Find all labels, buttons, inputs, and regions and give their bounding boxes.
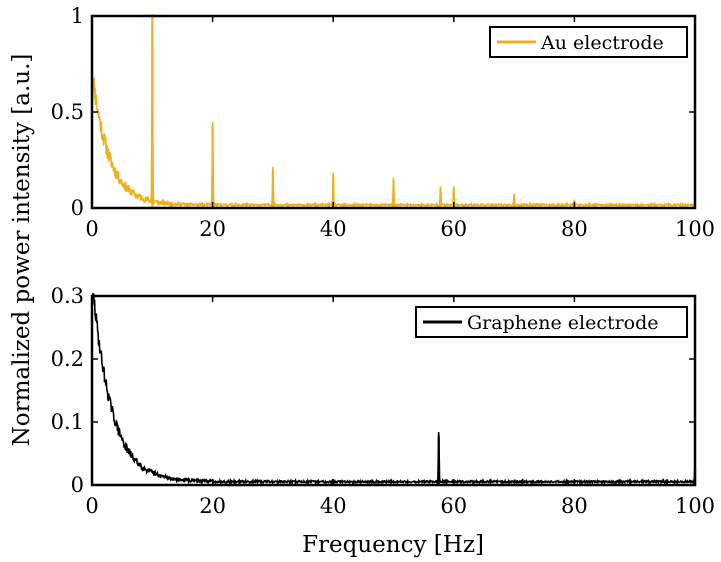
legend: Au electrode — [489, 26, 688, 58]
y-tick-label: 0 — [71, 196, 84, 220]
series-line-graphene — [92, 293, 696, 486]
x-tick-label: 80 — [561, 494, 588, 518]
x-tick-label: 0 — [85, 494, 98, 518]
x-tick-label: 60 — [440, 217, 467, 241]
axes-box — [90, 294, 697, 487]
y-tick-label: 0.5 — [51, 100, 84, 124]
x-tick-label: 20 — [199, 494, 226, 518]
series-line-au — [91, 13, 696, 210]
y-tick-label: 0.2 — [51, 347, 84, 371]
x-tick-label: 20 — [199, 217, 226, 241]
x-tick-label: 40 — [320, 217, 347, 241]
au-electrode-plot: 0 20 40 60 80 100 0 0.5 1 Au electrode — [51, 4, 715, 241]
x-tick-label: 60 — [440, 494, 467, 518]
x-tick-label: 80 — [561, 217, 588, 241]
y-tick-label: 1 — [71, 4, 84, 28]
x-tick-label: 100 — [675, 494, 715, 518]
legend: Graphene electrode — [415, 306, 688, 338]
x-tick-label: 40 — [320, 494, 347, 518]
graphene-electrode-plot: 0 20 40 60 80 100 0 0.1 0.2 0.3 Graphene electrode — [51, 284, 715, 518]
y-axis-label: Normalized power intensity [a.u.] — [9, 54, 35, 447]
x-tick-label: 0 — [85, 217, 98, 241]
y-tick-label: 0.1 — [51, 410, 84, 434]
legend-label-au: Au electrode — [540, 32, 664, 54]
x-axis-label: Frequency [Hz] — [302, 532, 484, 558]
legend-label-graphene: Graphene electrode — [467, 312, 659, 334]
y-tick-label: 0 — [71, 473, 84, 497]
x-tick-label: 100 — [675, 217, 715, 241]
y-tick-label: 0.3 — [51, 284, 84, 308]
